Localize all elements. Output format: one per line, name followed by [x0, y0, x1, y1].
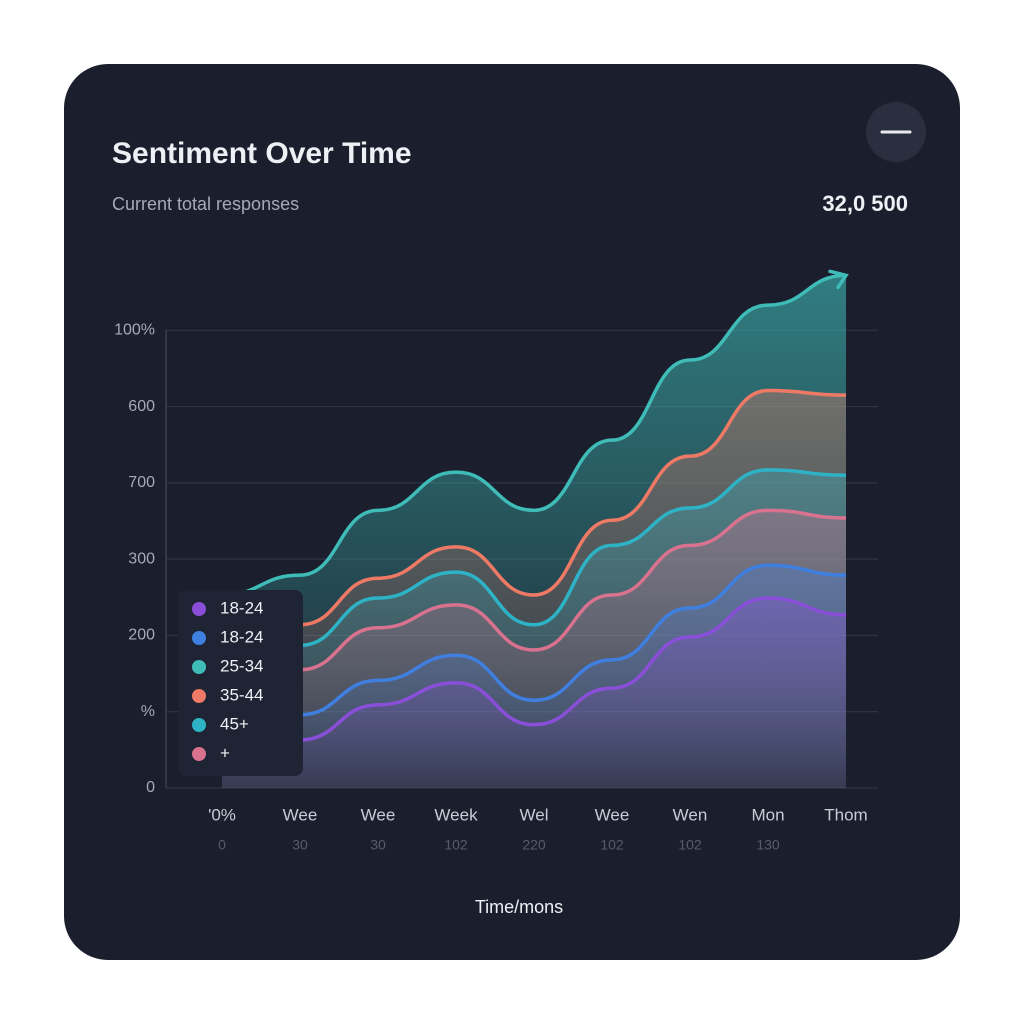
series-line: [221, 508, 847, 680]
x-tick-sublabel: 220: [522, 837, 546, 853]
legend-swatch: [192, 660, 206, 674]
legend: 18-24 18-24 25-34 35-44 45+ +: [178, 590, 303, 776]
legend-label: 35-44: [220, 685, 263, 704]
y-tick-label: 600: [128, 398, 155, 415]
x-tick-sublabel: 130: [756, 837, 780, 853]
x-tick-label: Mon: [751, 805, 784, 824]
y-tick-label: 300: [128, 550, 155, 567]
y-tick-label: %: [141, 703, 155, 720]
series-line: [221, 596, 847, 744]
x-tick-sublabel: 30: [370, 837, 386, 853]
chart-title: Sentiment Over Time: [112, 137, 412, 170]
y-tick-label: 700: [128, 474, 155, 491]
legend-swatch: [192, 602, 206, 616]
legend-label: 45+: [220, 714, 249, 733]
legend-label: 18-24: [220, 598, 263, 617]
series-line: [221, 563, 847, 722]
legend-swatch: [192, 718, 206, 732]
x-axis-label: Time/mons: [475, 897, 563, 917]
x-tick-label: Wen: [673, 805, 708, 824]
x-tick-label: Wee: [283, 805, 318, 824]
x-tick-label: Week: [434, 805, 478, 824]
legend-box: [178, 590, 303, 776]
x-tick-sublabel: 102: [444, 837, 468, 853]
series-line: [221, 468, 847, 657]
legend-swatch: [192, 631, 206, 645]
legend-swatch: [192, 689, 206, 703]
menu-button[interactable]: [866, 102, 926, 162]
legend-label: +: [220, 743, 230, 762]
series-line: [221, 273, 847, 597]
x-tick-label: Thom: [824, 805, 867, 824]
area-fill: [222, 598, 846, 788]
x-tick-label: Wee: [595, 805, 630, 824]
x-tick-label: Wee: [361, 805, 396, 824]
y-tick-label: 200: [128, 627, 155, 644]
x-tick-sublabel: 102: [678, 837, 702, 853]
total-count: 32,0 500: [822, 191, 908, 216]
legend-label: 18-24: [220, 627, 263, 646]
y-tick-label: 0: [146, 779, 155, 796]
legend-label: 25-34: [220, 656, 263, 675]
legend-swatch: [192, 747, 206, 761]
x-tick-sublabel: 102: [600, 837, 624, 853]
series-line: [221, 388, 847, 638]
x-tick-sublabel: 0: [218, 837, 226, 853]
y-tick-label: 100%: [114, 322, 155, 339]
x-tick-label: Wel: [520, 805, 549, 824]
chart-subtitle: Current total responses: [112, 194, 299, 214]
plot: 0% 200 300 700 600 100% '0% 0 Wee 30 Wee 30 Week 102 W…: [114, 269, 878, 853]
trend-arrow: [828, 269, 849, 290]
x-tick-sublabel: 30: [292, 837, 308, 853]
x-tick-label: '0%: [208, 805, 236, 824]
